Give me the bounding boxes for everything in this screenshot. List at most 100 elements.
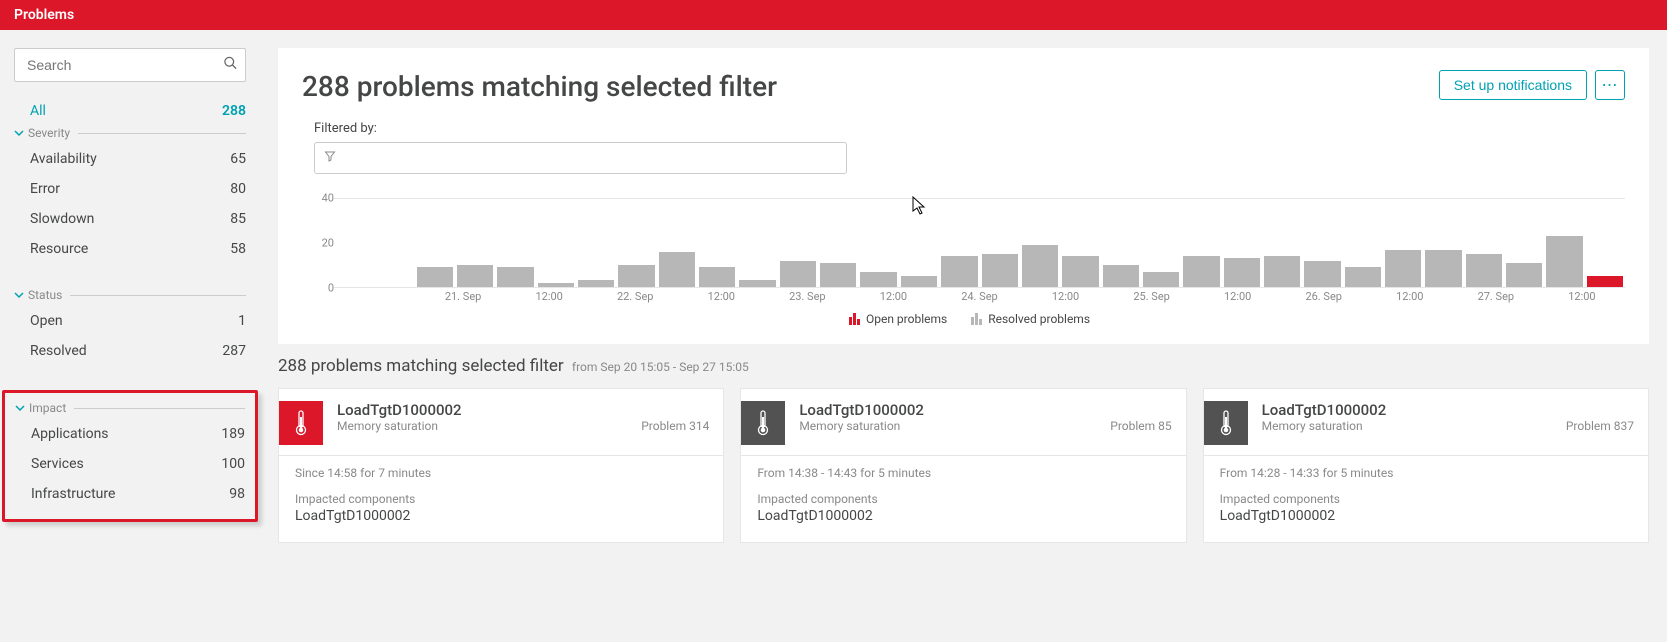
legend-resolved[interactable]: Resolved problems — [971, 312, 1090, 326]
search-wrap — [14, 48, 246, 82]
thermometer-icon — [754, 409, 772, 437]
chart-wrap[interactable]: 40200 21. Sep12:0022. Sep12:0023. Sep12:… — [314, 198, 1625, 308]
sidebar-item-count: 65 — [230, 151, 246, 167]
sidebar-item-label: Applications — [31, 426, 109, 442]
chart-bar[interactable] — [941, 256, 977, 287]
sidebar-group-status: Status Open1Resolved287 — [14, 288, 246, 366]
chart-bar[interactable] — [497, 267, 533, 287]
chart-bar[interactable] — [1546, 236, 1582, 287]
chart-bar[interactable] — [659, 252, 695, 287]
sidebar-item-open[interactable]: Open1 — [14, 306, 246, 336]
sidebar-item-slowdown[interactable]: Slowdown 85 — [14, 204, 246, 234]
sidebar-item-resolved[interactable]: Resolved287 — [14, 336, 246, 366]
chart-bar[interactable] — [1143, 272, 1179, 287]
problem-card[interactable]: LoadTgtD1000002Memory saturationProblem … — [1203, 388, 1649, 543]
sidebar-group-header[interactable]: Status — [14, 288, 246, 302]
chart-bar[interactable] — [417, 267, 453, 287]
chart-bar[interactable] — [1425, 250, 1461, 287]
chart-bar[interactable] — [1264, 256, 1300, 287]
card-impacted: LoadTgtD1000002 — [757, 508, 1169, 524]
chart-xtick: 12:00 — [1023, 290, 1109, 308]
legend-open-icon — [849, 313, 860, 325]
main: 288 problems matching selected filter Se… — [260, 30, 1667, 567]
problem-cards: LoadTgtD1000002Memory saturationProblem … — [278, 388, 1649, 543]
chart-bar[interactable] — [1587, 276, 1623, 287]
chart-bar[interactable] — [1466, 254, 1502, 287]
subheading-text: 288 problems matching selected filter — [278, 356, 564, 376]
chart-bar[interactable] — [1062, 256, 1098, 287]
card-title: LoadTgtD1000002 — [1262, 401, 1634, 419]
chart-bar[interactable] — [1304, 261, 1340, 287]
sidebar-item-resource[interactable]: Resource58 — [14, 234, 246, 264]
sidebar-item-availability[interactable]: Availability65 — [14, 144, 246, 174]
chart-bar[interactable] — [1385, 250, 1421, 287]
chart-xtick: 22. Sep — [592, 290, 678, 308]
sidebar-group-name: Status — [28, 288, 62, 302]
chart-bar[interactable] — [1183, 256, 1219, 287]
filter-input[interactable] — [314, 142, 847, 174]
chart-bar[interactable] — [901, 276, 937, 287]
chart-bar[interactable] — [1103, 265, 1139, 287]
more-actions-button[interactable]: ⋯ — [1595, 70, 1625, 100]
chart-bar[interactable] — [739, 280, 775, 287]
sidebar-group-header[interactable]: Severity — [14, 126, 246, 140]
sidebar-item-label: Services — [31, 456, 84, 472]
search-input[interactable] — [14, 48, 246, 82]
card-title: LoadTgtD1000002 — [337, 401, 709, 419]
sidebar-item-label: Error — [30, 181, 60, 197]
problem-card[interactable]: LoadTgtD1000002Memory saturationProblem … — [278, 388, 724, 543]
chart-bar[interactable] — [780, 261, 816, 287]
card-impacted-label: Impacted components — [295, 492, 707, 506]
card-head: LoadTgtD1000002Memory saturationProblem … — [799, 401, 1171, 445]
chart-bar[interactable] — [1224, 258, 1260, 287]
sidebar-item-count: 58 — [230, 241, 246, 257]
card-top: LoadTgtD1000002Memory saturationProblem … — [741, 389, 1185, 455]
chart-bar[interactable] — [1022, 245, 1058, 287]
chart-xtick: 12:00 — [1367, 290, 1453, 308]
sidebar-item-error[interactable]: Error80 — [14, 174, 246, 204]
chart-bar[interactable] — [860, 272, 896, 287]
page-title: 288 problems matching selected filter — [302, 70, 777, 103]
panel: 288 problems matching selected filter Se… — [278, 48, 1649, 344]
sidebar-item-services[interactable]: Services 100 — [15, 449, 245, 479]
chart-bar[interactable] — [699, 267, 735, 287]
sidebar-item-infrastructure[interactable]: Infrastructure98 — [15, 479, 245, 509]
chart-xtick: 23. Sep — [764, 290, 850, 308]
legend-open[interactable]: Open problems — [849, 312, 947, 326]
chart-bar[interactable] — [457, 265, 493, 287]
card-title: LoadTgtD1000002 — [799, 401, 1171, 419]
chart-bar[interactable] — [1345, 267, 1381, 287]
legend-label: Open problems — [866, 312, 947, 326]
chart-xtick — [334, 290, 420, 308]
divider — [70, 295, 246, 296]
sidebar-item-all[interactable]: All 288 — [14, 96, 246, 126]
card-head: LoadTgtD1000002Memory saturationProblem … — [337, 401, 709, 445]
chart-bar[interactable] — [1506, 263, 1542, 287]
chart-bar[interactable] — [578, 280, 614, 287]
card-body: Since 14:58 for 7 minutesImpacted compon… — [279, 455, 723, 542]
sidebar-item-label: Resolved — [30, 343, 87, 359]
sidebar: All 288 SeverityAvailability65Error80Slo… — [0, 30, 260, 567]
card-impacted-label: Impacted components — [757, 492, 1169, 506]
more-icon: ⋯ — [1602, 75, 1619, 95]
card-impacted-label: Impacted components — [1220, 492, 1632, 506]
setup-notifications-button[interactable]: Set up notifications — [1439, 70, 1587, 100]
card-problem-id: Problem 314 — [641, 419, 709, 433]
sidebar-item-count: 98 — [229, 486, 245, 502]
chart-bar[interactable] — [820, 263, 856, 287]
chart-xtick: 24. Sep — [936, 290, 1022, 308]
sidebar-item-label: Slowdown — [30, 211, 94, 227]
sidebar-group-severity: Severity Availability65Error80 Slowdown 85 R… — [14, 126, 246, 264]
chart-bar[interactable] — [538, 283, 574, 287]
sidebar-item-label: Open — [30, 313, 63, 329]
chart-xtick: 26. Sep — [1281, 290, 1367, 308]
card-sub-row: Memory saturationProblem 85 — [799, 419, 1171, 433]
problem-card[interactable]: LoadTgtD1000002Memory saturationProblem … — [740, 388, 1186, 543]
sidebar-item-count: 100 — [221, 456, 245, 472]
chart-bar[interactable] — [618, 265, 654, 287]
card-head: LoadTgtD1000002Memory saturationProblem … — [1262, 401, 1634, 445]
sidebar-group-header[interactable]: Impact — [15, 401, 245, 415]
sidebar-item-count: 85 — [230, 211, 246, 227]
chart-bar[interactable] — [982, 254, 1018, 287]
sidebar-item-applications[interactable]: Applications189 — [15, 419, 245, 449]
